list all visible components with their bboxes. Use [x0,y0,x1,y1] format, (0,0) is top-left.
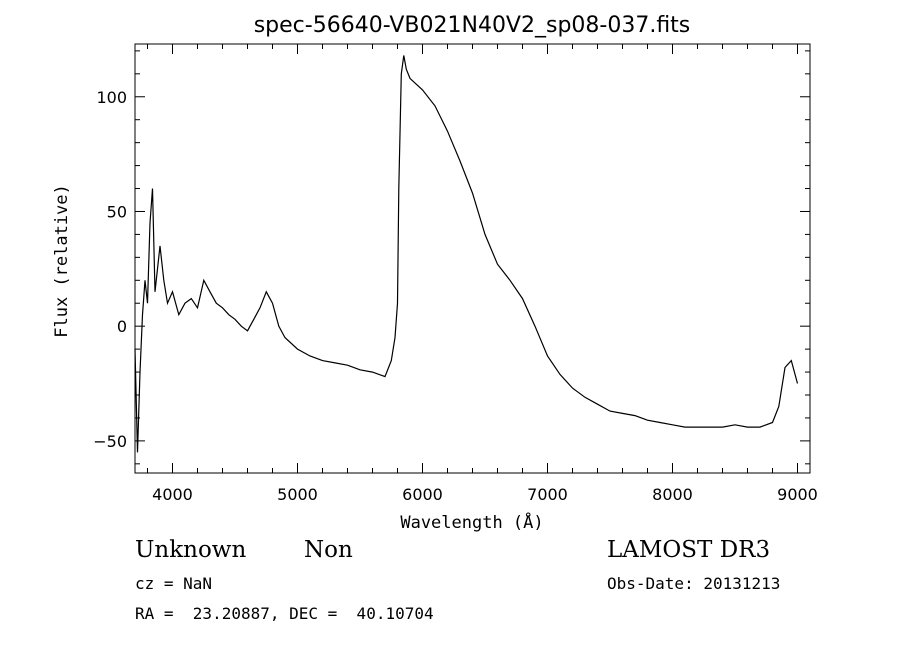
y-tick-label: −50 [93,432,127,451]
tick-labels: 4000 5000 6000 7000 8000 9000 −50 0 50 100 [93,88,818,504]
x-tick-label: 9000 [777,485,818,504]
survey-name: LAMOST DR3 [607,537,771,563]
y-tick-label: 50 [107,202,127,221]
object-subclass: Non [304,537,353,563]
y-tick-label: 0 [117,317,127,336]
chart-title: spec-56640-VB021N40V2_sp08-037.fits [254,13,691,38]
y-axis-label: Flux (relative) [52,184,72,338]
x-tick-label: 6000 [402,485,443,504]
redshift-value: cz = NaN [135,574,213,593]
x-tick-label: 7000 [527,485,568,504]
object-class: Unknown [135,537,247,563]
x-tick-label: 5000 [277,485,318,504]
obs-date: Obs-Date: 20131213 [607,574,781,593]
y-tick-label: 100 [96,88,127,107]
x-axis-label: Wavelength (Å) [400,511,543,533]
coordinates: RA = 23.20887, DEC = 40.10704 [135,604,434,623]
x-tick-label: 8000 [652,485,693,504]
axis-ticks [135,44,810,473]
plot-frame [134,43,811,474]
spectrum-line [134,55,799,453]
x-tick-label: 4000 [152,485,193,504]
